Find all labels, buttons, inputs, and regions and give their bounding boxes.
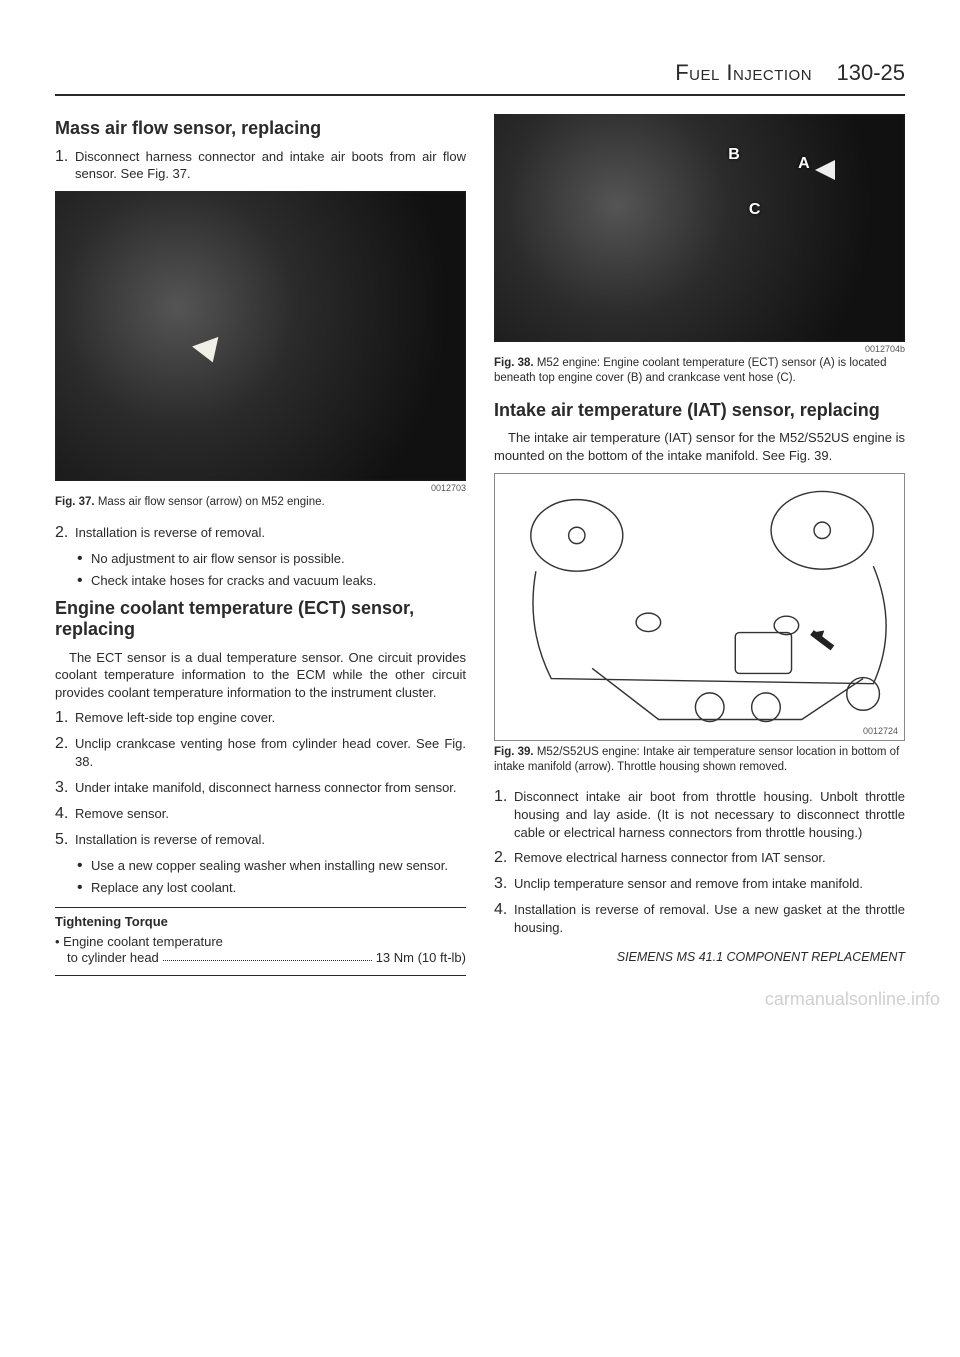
figure-label: Fig. 39. [494,746,534,758]
callout-b: B [728,146,740,164]
torque-item-line2: to cylinder head 13 Nm (10 ft-lb) [55,950,466,965]
maf-step-1: 1. Disconnect harness connector and inta… [55,148,466,183]
iat-step-4: 4.Installation is reverse of removal. Us… [494,901,905,936]
ect-bullets: Use a new copper sealing washer when ins… [77,857,466,897]
page-container: Fuel Injection 130-25 Mass air flow sens… [0,0,960,1022]
figure-39-id: 0012724 [863,726,898,736]
bullet-item: Check intake hoses for cracks and vacuum… [77,572,466,590]
bullet-item: Use a new copper sealing washer when ins… [77,857,466,875]
ect-step-1: 1.Remove left-side top engine cover. [55,709,466,727]
maf-bullets: No adjustment to air flow sensor is poss… [77,550,466,590]
ect-step-5: 5.Installation is reverse of removal. [55,831,466,849]
arrow-icon [815,160,835,180]
torque-value: 13 Nm (10 ft-lb) [376,950,466,965]
ect-step-3: 3.Under intake manifold, disconnect harn… [55,779,466,797]
iat-step-1: 1.Disconnect intake air boot from thrott… [494,788,905,841]
figure-37-image [55,191,466,481]
maf-steps: 1. Disconnect harness connector and inta… [55,148,466,183]
figure-38-image: B A C [494,114,905,342]
ect-step-4: 4.Remove sensor. [55,805,466,823]
right-column: B A C 0012704b Fig. 38. M52 engine: Engi… [494,114,905,982]
watermark: carmanualsonline.info [765,989,940,1010]
iat-steps: 1.Disconnect intake air boot from thrott… [494,788,905,936]
divider [55,975,466,976]
bullet-item: No adjustment to air flow sensor is poss… [77,550,466,568]
photo-placeholder [494,114,905,342]
bullet-item: Replace any lost coolant. [77,879,466,897]
header-page-number: 130-25 [836,60,905,86]
torque-item-line1: • Engine coolant temperature [55,933,466,951]
figure-text: M52/S52US engine: Intake air temperature… [494,746,899,773]
left-column: Mass air flow sensor, replacing 1. Disco… [55,114,466,982]
iat-step-2: 2.Remove electrical harness connector fr… [494,849,905,867]
section-footer: SIEMENS MS 41.1 COMPONENT REPLACEMENT [494,950,905,964]
heading-iat: Intake air temperature (IAT) sensor, rep… [494,400,905,422]
callout-c: C [749,201,761,219]
divider [55,907,466,908]
figure-39-caption: Fig. 39. M52/S52US engine: Intake air te… [494,745,905,775]
photo-placeholder [55,191,466,481]
iat-step-3: 3.Unclip temperature sensor and remove f… [494,875,905,893]
figure-label: Fig. 38. [494,357,534,369]
dot-leader [163,950,372,961]
figure-38-id: 0012704b [494,344,905,354]
torque-heading: Tightening Torque [55,914,466,929]
ect-intro: The ECT sensor is a dual temperature sen… [55,649,466,702]
heading-maf: Mass air flow sensor, replacing [55,118,466,140]
step-number: 1. [55,148,75,183]
callout-a: A [798,155,810,173]
figure-38-caption: Fig. 38. M52 engine: Engine coolant temp… [494,356,905,386]
step-text: Installation is reverse of removal. [75,524,466,542]
torque-label: to cylinder head [55,950,159,965]
figure-text: M52 engine: Engine coolant temperature (… [494,357,886,384]
figure-37-caption: Fig. 37. Mass air flow sensor (arrow) on… [55,495,466,510]
figure-39-image: 0012724 [494,473,905,741]
page-header: Fuel Injection 130-25 [55,60,905,96]
figure-text: Mass air flow sensor (arrow) on M52 engi… [95,496,325,508]
figure-label: Fig. 37. [55,496,95,508]
maf-step-2: 2. Installation is reverse of removal. [55,524,466,542]
ect-step-2: 2.Unclip crankcase venting hose from cyl… [55,735,466,770]
ect-steps: 1.Remove left-side top engine cover. 2.U… [55,709,466,848]
step-number: 2. [55,524,75,542]
iat-intro: The intake air temperature (IAT) sensor … [494,429,905,464]
header-section: Fuel Injection [675,60,812,86]
heading-ect: Engine coolant temperature (ECT) sensor,… [55,598,466,641]
line-drawing-icon [495,474,904,740]
two-column-layout: Mass air flow sensor, replacing 1. Disco… [55,114,905,982]
figure-37-id: 0012703 [55,483,466,493]
step-text: Disconnect harness connector and intake … [75,148,466,183]
maf-steps-2: 2. Installation is reverse of removal. [55,524,466,542]
